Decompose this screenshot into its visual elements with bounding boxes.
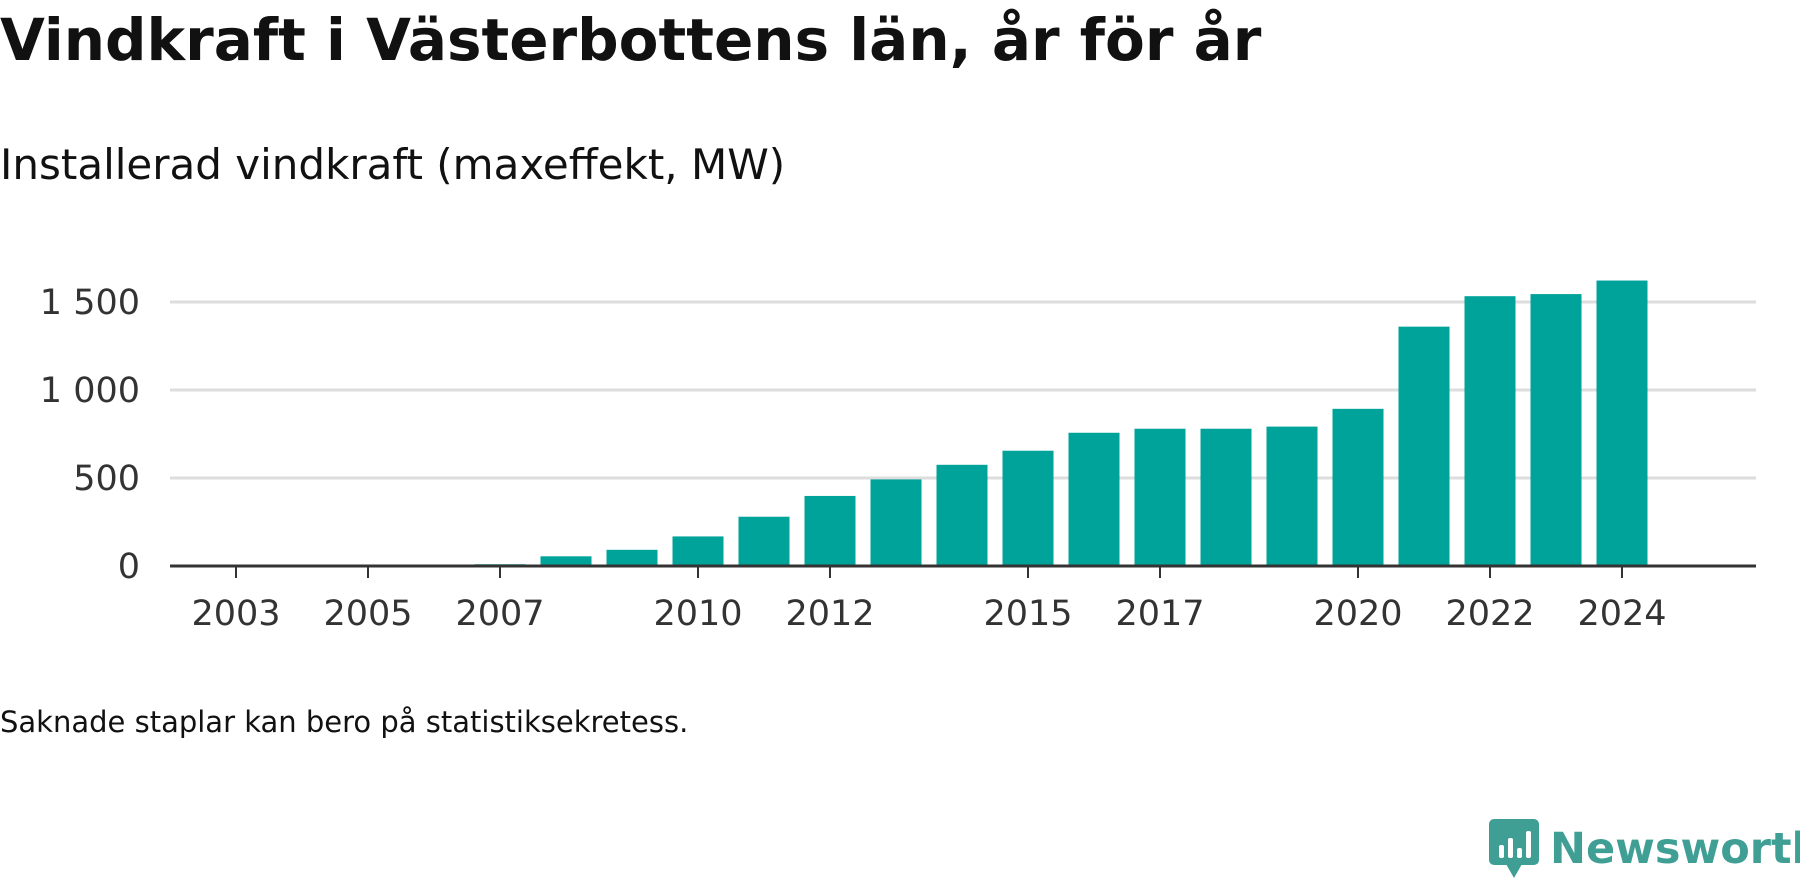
bar-2015 [1003,451,1054,566]
x-tick-label: 2007 [455,594,544,634]
bar-2022 [1465,296,1516,566]
footnote: Saknade staplar kan bero på statistiksek… [0,702,688,742]
bar-2011 [739,517,790,566]
y-tick-label: 0 [118,547,140,587]
x-tick-label: 2012 [785,594,874,634]
bar-2010 [673,536,724,566]
bar-2013 [871,479,922,566]
brand-logo[interactable]: Newsworthy [1489,818,1800,880]
bars [211,281,1648,566]
y-tick-label: 1 000 [40,371,140,411]
newsworthy-logo-icon [1489,819,1539,879]
y-tick-label: 500 [73,459,140,499]
gridlines [170,302,1756,478]
x-tick-label: 2005 [323,594,412,634]
x-tick-label: 2015 [983,594,1072,634]
x-tick-label: 2022 [1445,594,1534,634]
brand-name: Newsworthy [1550,823,1800,875]
x-tick-label: 2010 [653,594,742,634]
bar-2024 [1597,281,1648,566]
bar-2014 [937,465,988,566]
bar-2012 [805,496,856,566]
y-tick-label: 1 500 [40,283,140,323]
axes [170,566,1756,578]
x-tick-label: 2003 [191,594,280,634]
bar-2018 [1201,429,1252,566]
bar-2023 [1531,294,1582,566]
x-tick-label: 2017 [1115,594,1204,634]
bar-2009 [607,550,658,566]
bar-2019 [1267,427,1318,566]
x-tick-label: 2024 [1577,594,1666,634]
bar-2021 [1399,327,1450,566]
bar-2017 [1135,429,1186,566]
bar-2020 [1333,409,1384,566]
x-tick-label: 2020 [1313,594,1402,634]
bar-2016 [1069,433,1120,566]
